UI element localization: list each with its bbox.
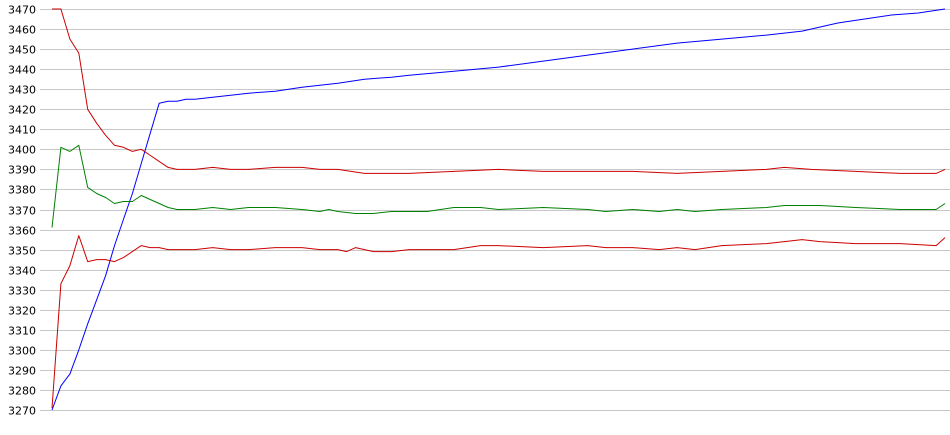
- y-tick-label: 3400: [8, 144, 36, 157]
- y-tick-label: 3390: [8, 164, 36, 177]
- y-axis-tick-labels: 3270 3280 3290 3300 3310 3320 3330 3340 3350 3360…: [8, 4, 36, 418]
- series-line-3: [51, 144, 946, 228]
- y-tick-label: 3470: [8, 4, 36, 17]
- y-tick-label: 3410: [8, 124, 36, 137]
- y-tick-label: 3460: [8, 24, 36, 37]
- y-tick-label: 3340: [8, 265, 36, 278]
- y-tick-label: 3350: [8, 245, 36, 258]
- y-tick-label: 3320: [8, 305, 36, 318]
- y-tick-label: 3380: [8, 184, 36, 197]
- y-tick-label: 3440: [8, 64, 36, 77]
- y-tick-label: 3450: [8, 44, 36, 57]
- y-tick-label: 3270: [8, 405, 36, 418]
- series-line-2: [52, 8, 946, 174]
- y-tick-label: 3430: [8, 84, 36, 97]
- y-tick-label: 3280: [8, 385, 36, 398]
- y-tick-label: 3310: [8, 325, 36, 338]
- series-line-1: [51, 8, 946, 411]
- y-tick-label: 3330: [8, 285, 36, 298]
- y-tick-label: 3420: [8, 104, 36, 117]
- y-tick-label: 3360: [8, 225, 36, 238]
- y-tick-label: 3370: [8, 205, 36, 218]
- y-tick-label: 3290: [8, 365, 36, 378]
- series-line-4: [51, 235, 946, 409]
- series-lines: [51, 8, 946, 411]
- gridlines: [40, 9, 950, 411]
- y-tick-label: 3300: [8, 345, 36, 358]
